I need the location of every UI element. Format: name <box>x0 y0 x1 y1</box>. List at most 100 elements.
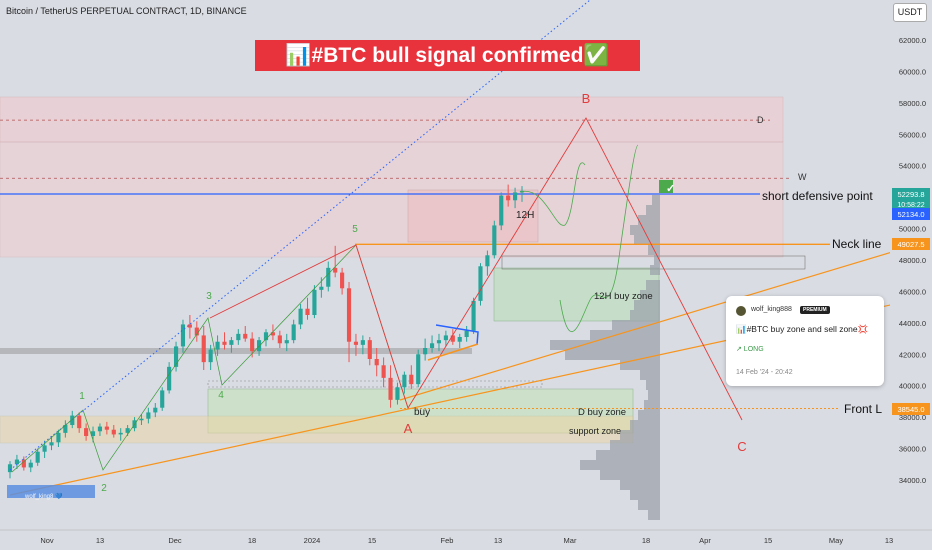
time-tick: 18 <box>642 536 650 545</box>
volume-bar <box>638 410 660 420</box>
candle-body <box>42 445 47 452</box>
candle-body <box>35 451 40 463</box>
price-axis[interactable]: 34000.0 36000.0 38000.0 40000.0 42000.0 44000… <box>890 0 932 530</box>
short-defensive-label: short defensive point <box>762 189 873 203</box>
candle-body <box>167 366 172 391</box>
currency-button[interactable]: USDT <box>893 3 927 22</box>
abc-label-B: B <box>582 91 591 106</box>
price-label: 38545.0 <box>897 405 924 414</box>
price-label-bg <box>892 238 930 250</box>
time-tick: Apr <box>699 536 711 545</box>
wave-label-5: 5 <box>352 224 358 235</box>
price-tick: 62000.0 <box>899 36 926 45</box>
candle-body <box>436 340 442 344</box>
candle-body <box>450 335 455 342</box>
volume-bar <box>600 470 660 480</box>
volume-bar <box>620 430 660 440</box>
price-axis-bg <box>890 0 932 530</box>
candle-body <box>236 333 241 341</box>
d-top-label: D <box>757 115 764 125</box>
candle-body <box>284 340 289 344</box>
candle-body <box>353 341 359 345</box>
candle-body <box>381 365 386 378</box>
volume-profile <box>550 195 660 520</box>
candle-body <box>90 431 96 436</box>
candle-body <box>402 374 407 388</box>
candle-body <box>63 425 68 433</box>
projection-path-2 <box>559 144 639 332</box>
candle-body <box>7 464 13 473</box>
candle-body <box>340 272 345 289</box>
time-tick: Dec <box>168 536 182 545</box>
signal-banner-text: 📊#BTC bull signal confirmed✅ <box>285 43 610 67</box>
candle-body <box>28 462 33 468</box>
volume-bar <box>638 500 660 510</box>
idea-author[interactable]: wolf_king888 <box>751 306 792 313</box>
volume-bar <box>580 460 660 470</box>
candle-body <box>153 407 158 413</box>
time-tick: Feb <box>441 536 454 545</box>
candle-body <box>416 354 421 385</box>
abc-label-C: C <box>737 439 746 454</box>
channel-dotted-line <box>9 0 591 471</box>
four-level-box <box>207 380 543 388</box>
idea-card[interactable]: wolf_king888 PREMIUM 📊#BTC buy zone and … <box>726 296 884 386</box>
candle-body <box>374 359 379 366</box>
time-tick: Mar <box>564 536 577 545</box>
candle-body <box>346 288 352 342</box>
candle-body <box>388 377 393 400</box>
wave-label-2: 2 <box>101 483 107 494</box>
candle-body <box>367 340 372 359</box>
candle-body <box>333 267 338 273</box>
volume-bar <box>620 480 660 490</box>
wave-label-1: 1 <box>79 391 85 402</box>
candle-body <box>305 308 310 315</box>
candle-body <box>443 335 448 341</box>
price-tick: 36000.0 <box>899 445 926 454</box>
wedge-orange <box>427 343 479 361</box>
volume-bar <box>590 330 660 340</box>
volume-bar <box>654 255 660 265</box>
price-label-bg <box>892 403 930 415</box>
time-axis-bg <box>0 530 932 550</box>
upper-red-zone <box>0 96 784 143</box>
twelve-h-zone-label: 12H buy zone <box>594 291 653 302</box>
chart-labels: short defensive point Neck line Front L D W 1… <box>79 91 882 494</box>
candle-body <box>77 415 82 429</box>
candle-body <box>277 335 282 344</box>
candle-body <box>70 415 75 425</box>
candle-body <box>257 340 262 352</box>
volume-bar <box>648 510 660 520</box>
front-l-label: Front L <box>844 402 882 416</box>
idea-title[interactable]: 📊#BTC buy zone and sell zone💢 <box>736 324 869 334</box>
lower-red-zone <box>0 141 784 258</box>
volume-bar <box>646 280 660 290</box>
volume-bar <box>596 450 660 460</box>
volume-bar <box>565 350 660 360</box>
time-tick: Nov <box>40 536 54 545</box>
candle-body <box>21 459 26 468</box>
price-tick: 46000.0 <box>899 287 926 296</box>
price-tick: 38000.0 <box>899 413 926 422</box>
volume-bar <box>640 290 660 300</box>
candle-body <box>187 324 192 328</box>
price-tick: 56000.0 <box>899 130 926 139</box>
w-label: W <box>798 172 807 182</box>
candle-body <box>14 459 19 465</box>
volume-bar <box>612 320 660 330</box>
price-tick: 44000.0 <box>899 319 926 328</box>
candle-body <box>49 442 54 446</box>
time-axis[interactable]: Nov 13 Dec 18 2024 15 Feb 13 Mar 18 Apr 15 May 13 <box>0 529 932 550</box>
check-label: ✓ <box>666 183 675 195</box>
buy-label: buy <box>414 407 430 418</box>
candle-body <box>499 195 504 226</box>
trend-support-line-2 <box>399 239 932 401</box>
candle-body <box>360 340 365 345</box>
volume-bar <box>646 205 660 215</box>
candle-body <box>291 324 296 341</box>
candle-body <box>84 428 89 436</box>
candle-body <box>215 341 220 350</box>
volume-bar <box>630 490 660 500</box>
